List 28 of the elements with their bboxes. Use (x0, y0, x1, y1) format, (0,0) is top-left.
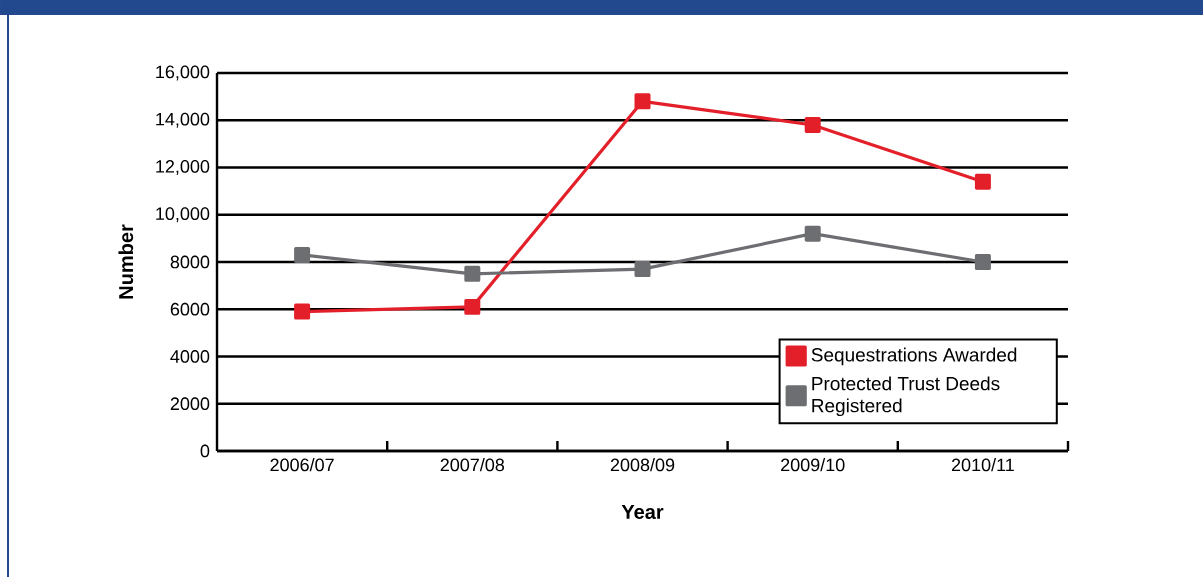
y-tick-label: 16,000 (156, 65, 210, 81)
y-tick-label: 2000 (170, 397, 210, 411)
point (974, 253, 991, 270)
x-tick-label: 2007/08 (440, 458, 505, 472)
point (804, 116, 821, 133)
point (804, 225, 821, 242)
y-tick-label: 0 (200, 444, 210, 458)
x-axis-title: Year (621, 504, 664, 519)
y-axis-title: Number (118, 224, 134, 299)
point (974, 173, 991, 190)
x-tick-label: 2009/10 (781, 458, 845, 472)
point (634, 93, 651, 110)
y-tick-label: 10,000 (156, 207, 210, 223)
legend-label: Sequestrations Awarded (811, 347, 1017, 366)
point (464, 298, 481, 315)
legend-label: Protected Trust Deeds Registered (812, 376, 1000, 417)
x-tick-label: 2010/11 (951, 458, 1014, 472)
point (294, 246, 311, 263)
y-tick-label: 6000 (170, 302, 210, 316)
x-tick-label: 2006/07 (270, 458, 334, 472)
point (294, 303, 311, 320)
y-tick-label: 4000 (170, 350, 210, 363)
y-tick-label: 12,000 (156, 160, 210, 175)
point (464, 265, 481, 282)
point (634, 261, 651, 278)
y-tick-label: 8000 (170, 255, 210, 269)
x-tick-label: 2008/09 (610, 458, 675, 472)
y-tick-label: 14,000 (156, 112, 210, 128)
